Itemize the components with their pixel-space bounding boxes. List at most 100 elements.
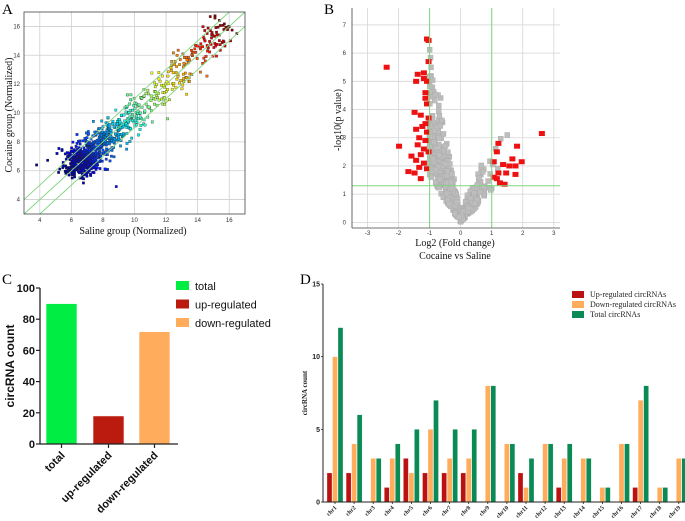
data-point (131, 118, 134, 122)
data-point (98, 150, 102, 154)
data-point (93, 165, 97, 169)
data-point (55, 152, 59, 155)
bar-chr13-total (567, 443, 573, 503)
data-point (139, 124, 143, 127)
significant-point (518, 159, 525, 165)
non-significant-point (432, 179, 439, 186)
x-tick-label: 3 (552, 231, 556, 237)
non-significant-point (504, 132, 510, 138)
bar-chr17-down (637, 400, 644, 503)
data-point (174, 71, 178, 74)
data-point (166, 88, 169, 91)
data-point (208, 50, 212, 54)
data-point (215, 43, 219, 46)
data-point (175, 65, 178, 68)
significant-point (500, 162, 507, 168)
data-point (124, 110, 128, 114)
significant-point (424, 78, 431, 84)
y-tick-label: 3 (343, 136, 347, 142)
x-tick-label: chr17 (629, 505, 644, 520)
data-point (57, 147, 61, 150)
data-point (132, 103, 136, 107)
y-tick-label: 4 (343, 108, 347, 114)
data-point (213, 16, 217, 20)
data-point (95, 166, 99, 169)
data-point (139, 111, 142, 115)
x-tick-label: chr18 (648, 505, 663, 520)
bar-chr1-down (332, 356, 338, 503)
significant-point (424, 101, 431, 107)
non-significant-point (439, 117, 445, 124)
non-significant-point (449, 171, 455, 177)
bar-chr7-down (446, 458, 453, 503)
data-point (109, 129, 113, 132)
x-tick-label: total (43, 450, 68, 475)
data-point (82, 177, 85, 181)
x-tick-label: chr15 (591, 505, 606, 520)
data-point (157, 77, 161, 81)
y-axis-title: circRNA count (3, 325, 17, 408)
data-point (142, 94, 146, 98)
plot-frame (23, 11, 246, 215)
data-point (147, 92, 150, 96)
bar-chr10-total (509, 443, 516, 503)
bar-chr4-up (384, 487, 390, 503)
significant-point (538, 131, 545, 137)
data-point (205, 74, 209, 78)
significant-point (496, 180, 503, 186)
data-point (89, 172, 92, 176)
bar-chr17-total (643, 385, 649, 503)
bar-chr2-down (351, 443, 357, 503)
y-tick-label: 10 (13, 111, 20, 117)
non-significant-point (485, 178, 491, 184)
data-point (193, 47, 197, 51)
data-point (112, 155, 116, 159)
x-tick-label: -2 (396, 231, 402, 237)
data-point (190, 53, 194, 57)
x-axis-subtitle: Cocaine vs Saline (419, 251, 491, 262)
data-point (106, 153, 109, 157)
data-point (203, 29, 207, 32)
data-point (85, 174, 89, 178)
data-point (88, 141, 91, 144)
data-point (138, 128, 142, 131)
significant-point (419, 123, 426, 129)
x-tick-label: 8 (101, 218, 105, 224)
bar-chr8-total (471, 429, 477, 503)
data-point (64, 164, 67, 168)
significant-point (413, 78, 420, 84)
data-point (208, 15, 212, 18)
data-point (72, 148, 76, 152)
non-significant-point (481, 184, 487, 190)
bar-chr6-total (433, 400, 439, 503)
data-point (108, 159, 112, 163)
bar-chr18-total (662, 487, 668, 503)
data-point (153, 102, 156, 106)
data-point (195, 44, 199, 48)
bar-chr4-total (395, 443, 401, 503)
non-significant-point (429, 77, 436, 83)
data-point (67, 173, 71, 177)
data-point (125, 147, 128, 151)
significant-point (411, 109, 418, 115)
data-point (163, 102, 166, 106)
bar-chr14-total (586, 458, 592, 503)
data-point (158, 79, 162, 83)
data-point (107, 122, 111, 126)
non-significant-point (480, 169, 486, 175)
legend-swatch (572, 311, 584, 318)
data-point (182, 61, 186, 65)
y-tick-label: 8 (17, 140, 21, 146)
bar-chr2-up (345, 472, 352, 503)
significant-point (425, 115, 432, 121)
non-significant-point (435, 108, 442, 114)
data-point (100, 119, 104, 123)
non-significant-point (453, 199, 460, 206)
significant-point (420, 70, 427, 76)
bar-chr11-down (523, 487, 529, 503)
significant-point (495, 170, 502, 176)
y-tick-label: 4 (17, 198, 21, 204)
non-significant-point (471, 200, 478, 207)
bar-chr8-up (460, 472, 466, 503)
data-point (137, 103, 141, 107)
